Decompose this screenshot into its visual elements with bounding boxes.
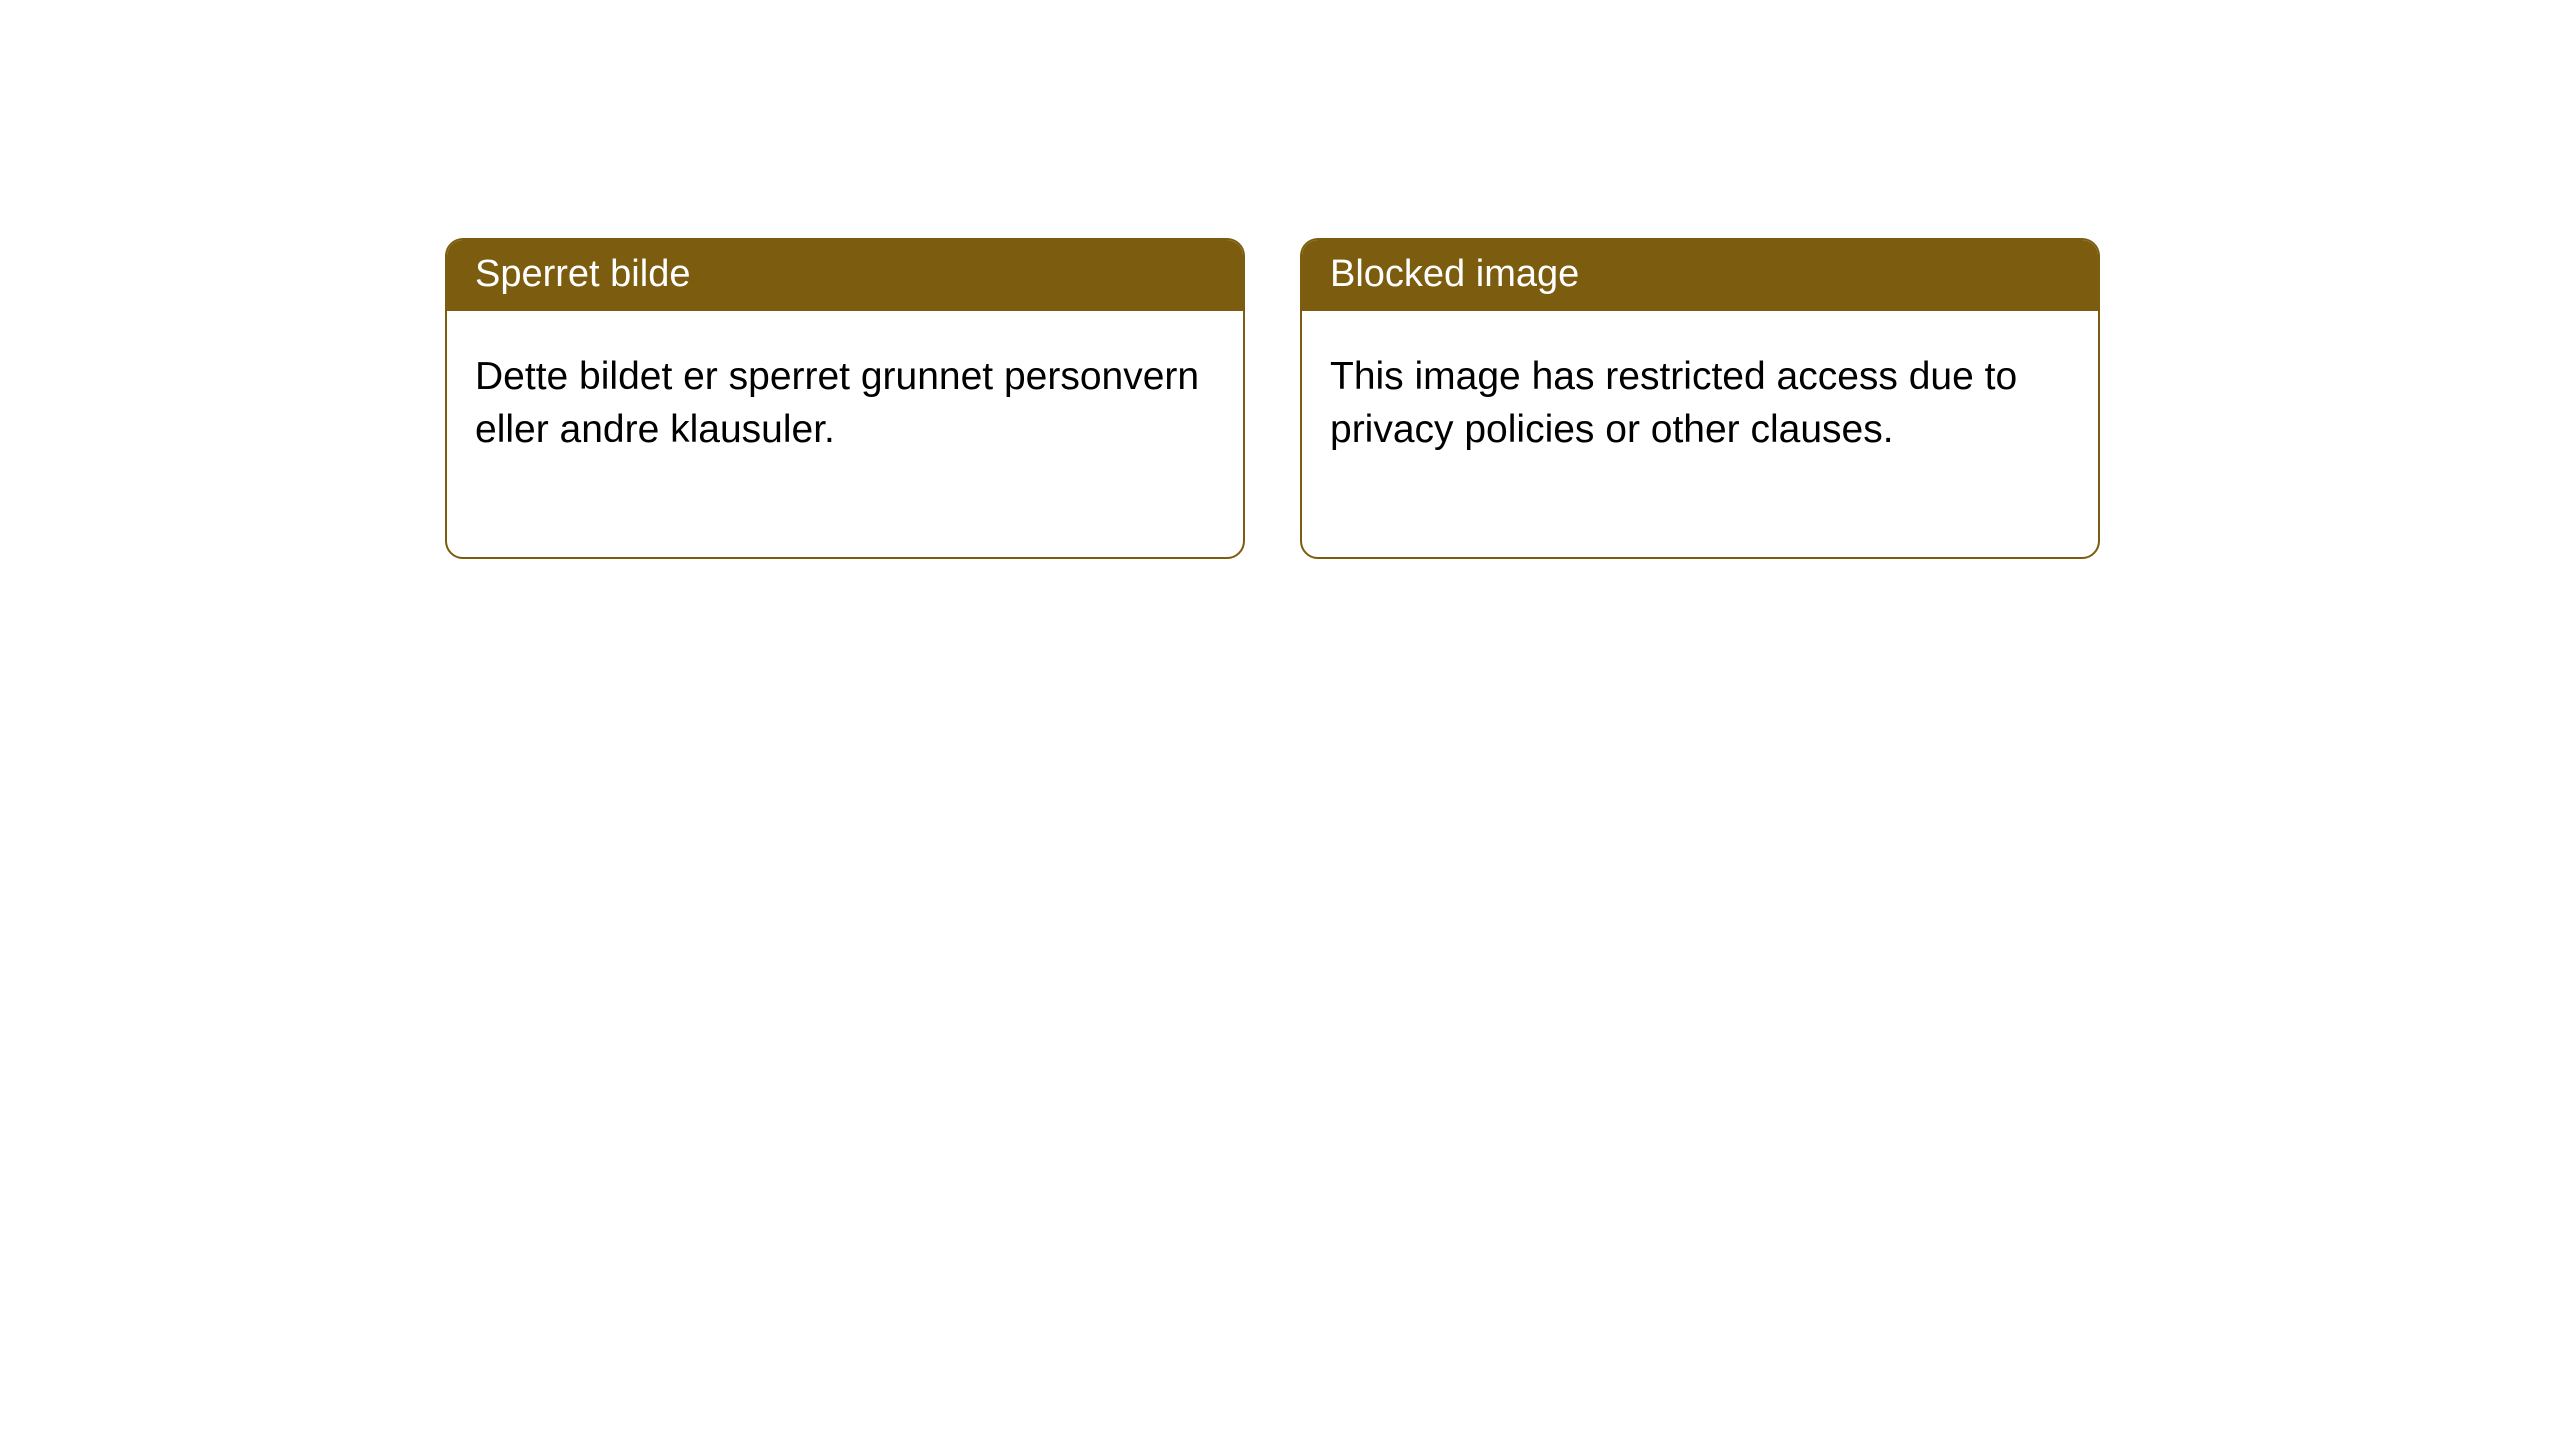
notice-title-english: Blocked image [1302,240,2098,311]
notice-card-english: Blocked image This image has restricted … [1300,238,2100,559]
notice-card-norwegian: Sperret bilde Dette bildet er sperret gr… [445,238,1245,559]
notice-body-english: This image has restricted access due to … [1302,311,2098,556]
notice-body-norwegian: Dette bildet er sperret grunnet personve… [447,311,1243,556]
notice-title-norwegian: Sperret bilde [447,240,1243,311]
notice-container: Sperret bilde Dette bildet er sperret gr… [0,0,2560,559]
